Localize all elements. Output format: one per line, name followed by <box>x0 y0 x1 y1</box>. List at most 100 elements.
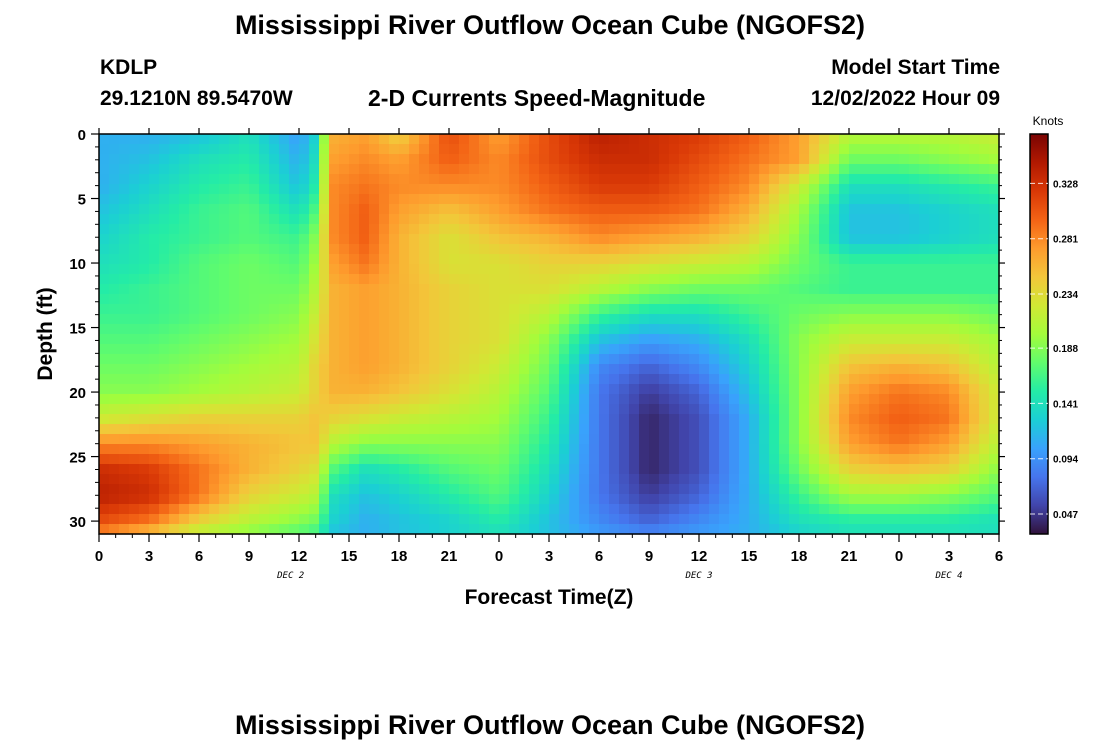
heatmap-cell <box>899 144 910 155</box>
heatmap-cell <box>329 284 340 295</box>
heatmap-cell <box>309 484 320 495</box>
heatmap-cell <box>749 184 760 195</box>
heatmap-cell <box>979 454 990 465</box>
heatmap-cell <box>179 394 190 405</box>
heatmap-cell <box>979 484 990 495</box>
heatmap-cell <box>989 444 1000 455</box>
heatmap-cell <box>819 364 830 375</box>
heatmap-cell <box>599 194 610 205</box>
heatmap-cell <box>549 454 560 465</box>
heatmap-cell <box>449 444 460 455</box>
heatmap-cell <box>189 524 200 535</box>
heatmap-cell <box>769 394 780 405</box>
heatmap-cell <box>809 214 820 225</box>
heatmap-cell <box>419 264 430 275</box>
heatmap-cell <box>889 314 900 325</box>
heatmap-cell <box>329 454 340 465</box>
heatmap-cell <box>569 254 580 265</box>
heatmap-cell <box>229 174 240 185</box>
heatmap-cell <box>739 174 750 185</box>
heatmap-cell <box>629 374 640 385</box>
heatmap-cell <box>729 454 740 465</box>
heatmap-cell <box>859 224 870 235</box>
heatmap-cell <box>709 154 720 165</box>
heatmap-cell <box>469 144 480 155</box>
heatmap-cell <box>99 464 110 475</box>
heatmap-cell <box>989 354 1000 365</box>
heatmap-cell <box>939 514 950 525</box>
heatmap-cell <box>169 444 180 455</box>
heatmap-cell <box>489 434 500 445</box>
heatmap-cell <box>239 214 250 225</box>
heatmap-cell <box>169 434 180 445</box>
heatmap-cell <box>289 144 300 155</box>
heatmap-cell <box>429 364 440 375</box>
heatmap-cell <box>209 494 220 505</box>
heatmap-cell <box>989 234 1000 245</box>
heatmap-cell <box>789 384 800 395</box>
heatmap-cell <box>729 474 740 485</box>
heatmap-cell <box>609 134 620 145</box>
heatmap-cell <box>239 334 250 345</box>
heatmap-cell <box>279 494 290 505</box>
heatmap-cell <box>539 294 550 305</box>
heatmap-cell <box>849 164 860 175</box>
heatmap-cell <box>379 354 390 365</box>
heatmap-cell <box>179 334 190 345</box>
heatmap-cell <box>369 264 380 275</box>
colorbar-bar <box>1029 133 1049 535</box>
heatmap-cell <box>159 154 170 165</box>
heatmap-cell <box>399 134 410 145</box>
heatmap-cell <box>359 434 370 445</box>
heatmap-cell <box>979 254 990 265</box>
heatmap-cell <box>199 404 210 415</box>
heatmap-cell <box>829 454 840 465</box>
heatmap-cell <box>459 294 470 305</box>
heatmap-cell <box>399 254 410 265</box>
heatmap-cell <box>709 334 720 345</box>
heatmap-cell <box>129 204 140 215</box>
heatmap-cell <box>599 254 610 265</box>
heatmap-cell <box>589 514 600 525</box>
heatmap-cell <box>149 224 160 235</box>
heatmap-cell <box>269 454 280 465</box>
heatmap-cell <box>739 314 750 325</box>
heatmap-cell <box>479 474 490 485</box>
heatmap-cell <box>619 344 630 355</box>
heatmap-cell <box>849 444 860 455</box>
heatmap-cell <box>919 364 930 375</box>
heatmap-cell <box>639 254 650 265</box>
heatmap-cell <box>429 244 440 255</box>
heatmap-cell <box>239 204 250 215</box>
heatmap-cell <box>339 214 350 225</box>
heatmap-cell <box>379 504 390 515</box>
heatmap-cell <box>809 374 820 385</box>
heatmap-cell <box>819 184 830 195</box>
heatmap-cell <box>919 154 930 165</box>
heatmap-cell <box>439 424 450 435</box>
heatmap-cell <box>589 194 600 205</box>
heatmap-cell <box>629 184 640 195</box>
heatmap-cell <box>149 214 160 225</box>
heatmap-cell <box>759 424 770 435</box>
heatmap-cell <box>929 384 940 395</box>
heatmap-cell <box>839 164 850 175</box>
heatmap-cell <box>729 284 740 295</box>
heatmap-cell <box>299 344 310 355</box>
heatmap-cell <box>199 454 210 465</box>
heatmap-cell <box>679 454 690 465</box>
heatmap-cell <box>119 444 130 455</box>
heatmap-cell <box>209 514 220 525</box>
heatmap-cell <box>349 474 360 485</box>
heatmap-cell <box>509 394 520 405</box>
heatmap-cell <box>789 424 800 435</box>
heatmap-cell <box>859 254 870 265</box>
heatmap-cell <box>199 184 210 195</box>
heatmap-cell <box>249 234 260 245</box>
heatmap-cell <box>699 164 710 175</box>
heatmap-cell <box>219 224 230 235</box>
heatmap-cell <box>949 364 960 375</box>
heatmap-cell <box>729 504 740 515</box>
heatmap-cell <box>309 194 320 205</box>
heatmap-cell <box>629 304 640 315</box>
